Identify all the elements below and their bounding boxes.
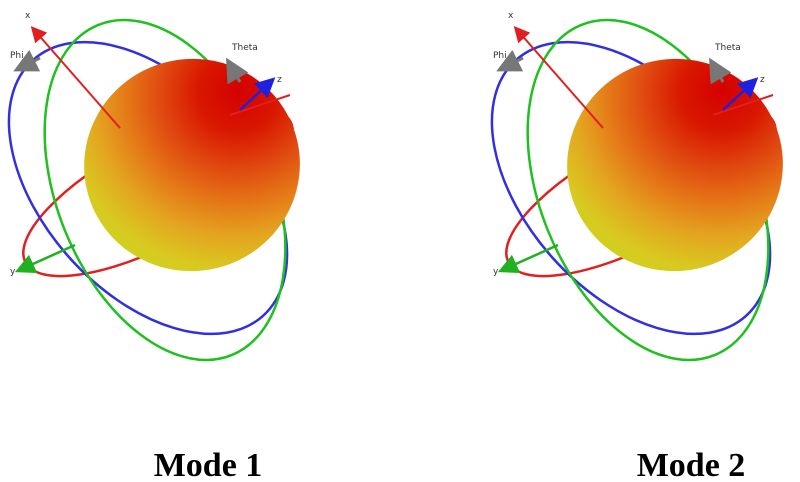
y-axis <box>497 243 559 274</box>
y-axis <box>14 243 76 274</box>
theta-arrow <box>226 57 249 85</box>
z-axis <box>239 77 276 111</box>
z-label: z <box>760 75 765 85</box>
x-axis <box>513 25 604 129</box>
radiation-lobe <box>567 58 783 272</box>
caption: Mode 2 <box>637 447 746 482</box>
z-axis <box>722 77 759 111</box>
phi-label: Phi <box>10 51 24 61</box>
x-axis-front <box>229 94 291 116</box>
pattern-panel: x Phi Theta z y Mode 2 <box>490 11 783 482</box>
y-label: y <box>10 267 16 277</box>
y-label: y <box>493 267 499 277</box>
phi-arrow <box>496 49 524 72</box>
caption: Mode 1 <box>154 447 263 482</box>
theta-arrow <box>709 57 732 85</box>
phi-arrow <box>13 49 41 72</box>
x-axis <box>30 25 121 129</box>
phi-label: Phi <box>493 51 507 61</box>
x-label: x <box>508 11 514 21</box>
theta-label: Theta <box>231 43 258 53</box>
radiation-lobe <box>84 58 300 272</box>
x-axis-front <box>712 94 774 116</box>
z-label: z <box>277 75 282 85</box>
x-label: x <box>25 11 31 21</box>
pattern-panel: x Phi Theta z y Mode 1 <box>7 11 300 482</box>
theta-label: Theta <box>714 43 741 53</box>
